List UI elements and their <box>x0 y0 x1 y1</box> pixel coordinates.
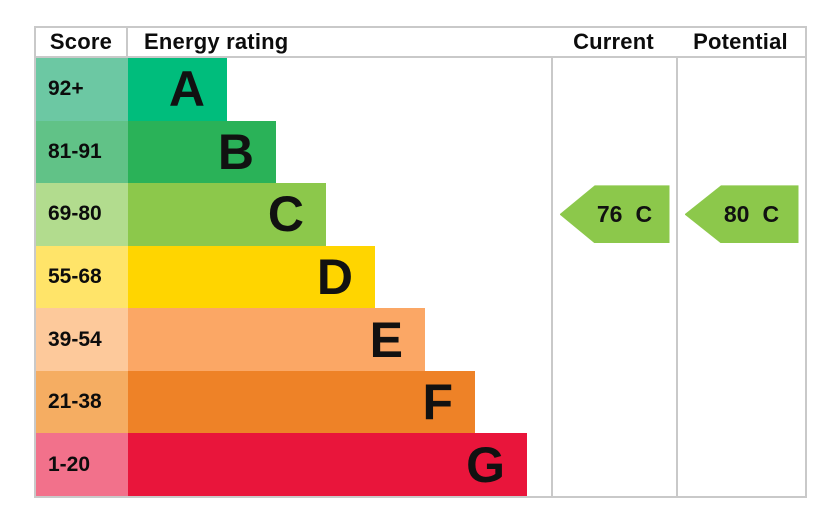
rating-row-A: A <box>128 58 551 121</box>
current-cell-B <box>551 120 676 184</box>
current-cell-A <box>551 58 676 121</box>
potential-cell-A <box>676 58 805 121</box>
current-cell-C: 76 C <box>551 183 676 246</box>
rating-row-G: G <box>128 433 551 496</box>
potential-cell-F <box>676 370 805 434</box>
band-bar-F: F <box>128 370 475 434</box>
score-range-A: 92+ <box>36 58 128 121</box>
rating-row-B: B <box>128 120 551 184</box>
potential-cell-E <box>676 308 805 371</box>
band-bar-E: E <box>128 308 425 371</box>
current-column-header: Current <box>551 28 676 58</box>
potential-column-header: Potential <box>676 28 805 58</box>
rating-row-F: F <box>128 370 551 434</box>
score-range-D: 55-68 <box>36 245 128 309</box>
energy-rating-column-header: Energy rating <box>128 28 551 58</box>
potential-cell-G <box>676 433 805 496</box>
score-range-C: 69-80 <box>36 183 128 246</box>
band-bar-A: A <box>128 58 227 121</box>
band-bar-G: G <box>128 433 527 496</box>
current-cell-E <box>551 308 676 371</box>
potential-cell-B <box>676 120 805 184</box>
score-range-F: 21-38 <box>36 370 128 434</box>
band-bar-D: D <box>128 245 375 309</box>
score-range-B: 81-91 <box>36 120 128 184</box>
current-cell-G <box>551 433 676 496</box>
epc-table: Score Energy rating Current Potential 92… <box>34 26 807 498</box>
band-bar-C: C <box>128 183 326 246</box>
rating-row-D: D <box>128 245 551 309</box>
current-rating-arrow: 76 C <box>559 185 670 244</box>
rating-row-E: E <box>128 308 551 371</box>
current-cell-D <box>551 245 676 309</box>
score-column-header: Score <box>36 28 128 58</box>
potential-rating-arrow: 80 C <box>684 185 799 244</box>
rating-row-C: C <box>128 183 551 246</box>
band-bar-B: B <box>128 120 276 184</box>
current-band-letter: C <box>635 200 653 227</box>
potential-cell-C: 80 C <box>676 183 805 246</box>
score-range-G: 1-20 <box>36 433 128 496</box>
current-score-value: 76 <box>596 200 623 227</box>
score-range-E: 39-54 <box>36 308 128 371</box>
potential-band-letter: C <box>762 200 780 227</box>
potential-score-value: 80 <box>723 200 750 227</box>
current-cell-F <box>551 370 676 434</box>
potential-cell-D <box>676 245 805 309</box>
